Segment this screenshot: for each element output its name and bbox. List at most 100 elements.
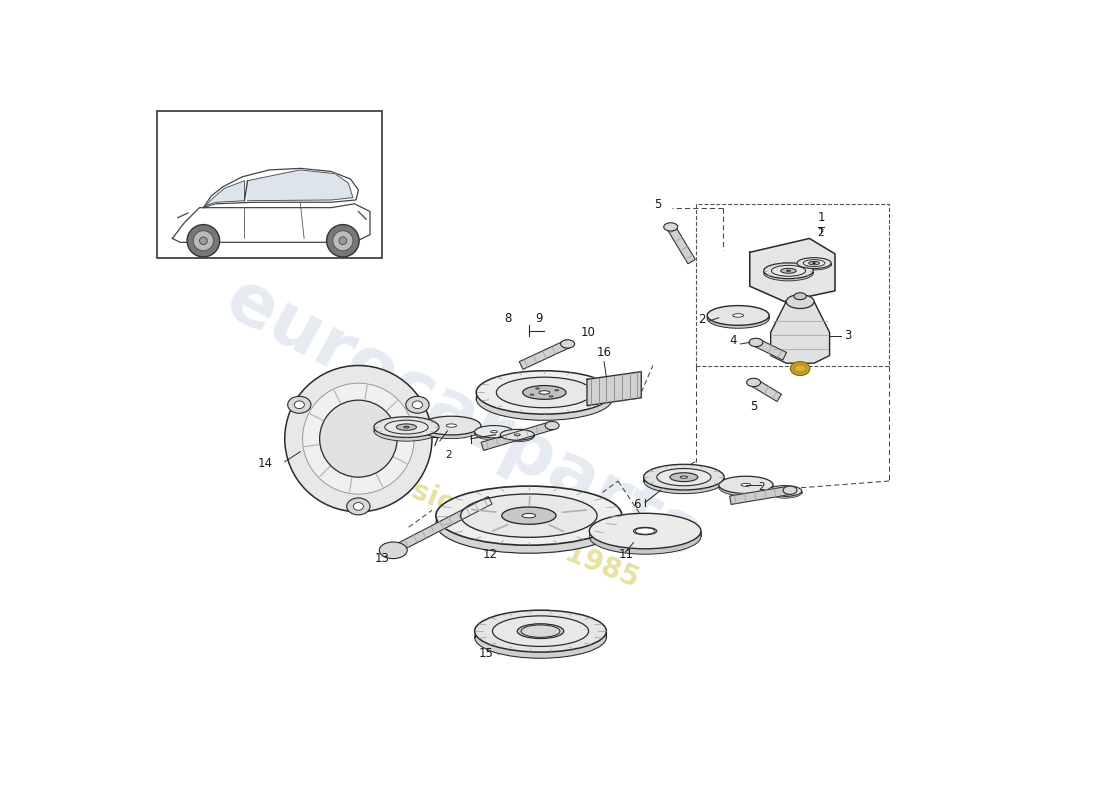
Ellipse shape xyxy=(763,263,813,278)
Polygon shape xyxy=(392,497,492,554)
Ellipse shape xyxy=(515,434,520,436)
Ellipse shape xyxy=(554,390,559,391)
Ellipse shape xyxy=(538,635,542,637)
Ellipse shape xyxy=(521,625,560,638)
Ellipse shape xyxy=(517,624,563,638)
Ellipse shape xyxy=(502,507,556,524)
Ellipse shape xyxy=(707,306,769,326)
Ellipse shape xyxy=(663,222,678,231)
Circle shape xyxy=(302,383,415,494)
Ellipse shape xyxy=(539,390,550,394)
Ellipse shape xyxy=(803,260,825,266)
Ellipse shape xyxy=(670,473,697,482)
Text: 1: 1 xyxy=(817,210,825,224)
Ellipse shape xyxy=(412,401,422,409)
Text: 5: 5 xyxy=(750,400,757,413)
Ellipse shape xyxy=(199,237,207,245)
Ellipse shape xyxy=(786,270,791,271)
Ellipse shape xyxy=(763,265,813,281)
Polygon shape xyxy=(204,168,359,208)
Ellipse shape xyxy=(491,430,497,433)
Polygon shape xyxy=(519,340,570,370)
Ellipse shape xyxy=(681,476,688,478)
Ellipse shape xyxy=(741,483,750,486)
Bar xyxy=(157,111,382,258)
Ellipse shape xyxy=(636,528,654,534)
Ellipse shape xyxy=(461,494,597,538)
Ellipse shape xyxy=(718,478,773,496)
Ellipse shape xyxy=(781,268,796,274)
Text: 2: 2 xyxy=(446,450,452,460)
Text: 13: 13 xyxy=(374,552,389,565)
Text: 5: 5 xyxy=(654,198,662,210)
Text: 7: 7 xyxy=(432,436,440,450)
Text: a passion since 1985: a passion since 1985 xyxy=(330,446,642,594)
Ellipse shape xyxy=(339,237,346,245)
Polygon shape xyxy=(481,422,553,450)
Ellipse shape xyxy=(526,628,530,630)
Text: 12: 12 xyxy=(483,548,497,561)
Ellipse shape xyxy=(813,262,815,263)
Circle shape xyxy=(320,400,397,477)
Ellipse shape xyxy=(539,626,543,627)
Ellipse shape xyxy=(786,294,814,309)
Ellipse shape xyxy=(379,542,407,558)
Ellipse shape xyxy=(733,314,744,317)
Ellipse shape xyxy=(404,426,409,428)
Ellipse shape xyxy=(546,422,559,430)
Polygon shape xyxy=(771,302,829,363)
Ellipse shape xyxy=(791,362,810,375)
Ellipse shape xyxy=(644,468,724,494)
Text: 2: 2 xyxy=(698,313,705,326)
Ellipse shape xyxy=(406,396,429,414)
Polygon shape xyxy=(750,238,835,302)
Ellipse shape xyxy=(771,266,805,276)
Ellipse shape xyxy=(749,338,763,346)
Ellipse shape xyxy=(496,377,593,408)
Ellipse shape xyxy=(396,424,417,430)
Ellipse shape xyxy=(333,230,353,250)
Polygon shape xyxy=(587,372,641,406)
Text: 14: 14 xyxy=(257,457,273,470)
Ellipse shape xyxy=(500,430,535,440)
Text: 2: 2 xyxy=(817,228,824,238)
Ellipse shape xyxy=(794,293,806,300)
Ellipse shape xyxy=(549,396,553,397)
Ellipse shape xyxy=(525,633,529,634)
Ellipse shape xyxy=(353,502,363,510)
Text: 9: 9 xyxy=(536,312,542,326)
Polygon shape xyxy=(755,338,786,360)
Ellipse shape xyxy=(561,340,574,348)
Ellipse shape xyxy=(535,630,547,633)
Ellipse shape xyxy=(590,518,701,554)
Ellipse shape xyxy=(551,633,556,634)
Polygon shape xyxy=(751,379,781,402)
Polygon shape xyxy=(667,225,695,264)
Ellipse shape xyxy=(374,421,439,441)
Ellipse shape xyxy=(493,616,588,646)
Ellipse shape xyxy=(552,628,556,630)
Ellipse shape xyxy=(768,487,802,498)
Bar xyxy=(695,204,889,366)
Ellipse shape xyxy=(295,401,305,409)
Text: 4: 4 xyxy=(729,334,737,347)
Ellipse shape xyxy=(436,494,622,554)
Ellipse shape xyxy=(530,394,533,395)
Ellipse shape xyxy=(422,420,481,438)
Ellipse shape xyxy=(644,464,724,490)
Ellipse shape xyxy=(718,476,773,494)
Ellipse shape xyxy=(808,262,820,265)
Ellipse shape xyxy=(194,230,213,250)
Text: 8: 8 xyxy=(504,312,512,326)
Ellipse shape xyxy=(474,427,514,440)
Polygon shape xyxy=(248,170,353,201)
Ellipse shape xyxy=(474,610,606,652)
Ellipse shape xyxy=(422,416,481,435)
Ellipse shape xyxy=(657,469,711,486)
Circle shape xyxy=(285,366,432,512)
Ellipse shape xyxy=(768,486,802,497)
Text: 3: 3 xyxy=(845,329,851,342)
Ellipse shape xyxy=(374,417,439,438)
Ellipse shape xyxy=(474,426,514,438)
Ellipse shape xyxy=(522,514,536,518)
